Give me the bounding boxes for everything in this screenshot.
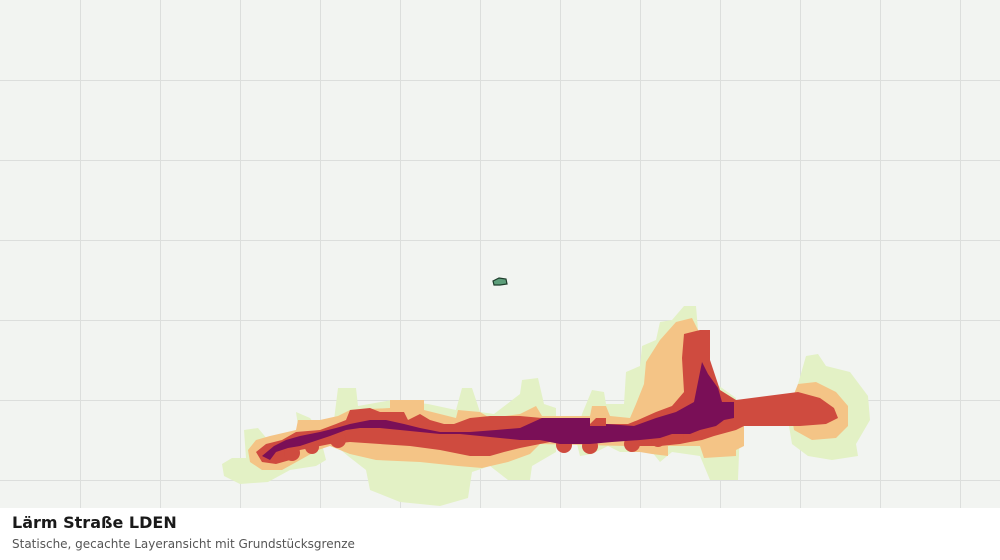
layer-title: Lärm Straße LDEN	[12, 513, 177, 532]
map	[0, 0, 1000, 508]
layer-subtitle: Statische, gecachte Layeransicht mit Gru…	[12, 537, 355, 551]
footer: Lärm Straße LDEN Statische, gecachte Lay…	[0, 508, 1000, 560]
parcel-boundary	[492, 277, 508, 286]
noise-zone-very-high	[262, 362, 734, 460]
tile-grid	[0, 0, 1000, 508]
